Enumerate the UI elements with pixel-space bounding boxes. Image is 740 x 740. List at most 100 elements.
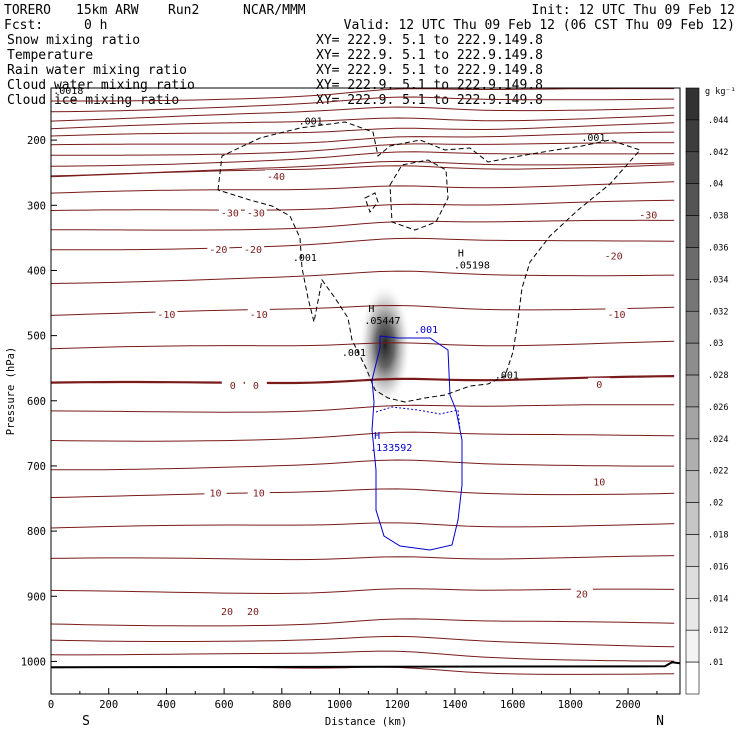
temp-label-bg: [265, 169, 288, 181]
x-tick-label-1: 200: [99, 699, 118, 711]
temp-contour-label-2: -30: [247, 208, 265, 219]
snow-contour-inner: [389, 159, 449, 231]
colorbar-level-8: .028: [708, 371, 728, 381]
colorbar-level-16: .012: [708, 626, 728, 636]
colorbar-level-5: .034: [708, 275, 728, 285]
isotherm: [51, 199, 675, 211]
isotherm: [51, 340, 675, 350]
cloud-water-contour: [371, 335, 463, 551]
x-axis-title: Distance (km): [325, 716, 407, 728]
x-tick-label-2: 400: [157, 699, 176, 711]
temp-contour-label-15: 10: [593, 478, 605, 489]
isotherm: [51, 131, 675, 146]
colorbar-bin: [685, 342, 700, 376]
isotherm: [51, 270, 675, 284]
colorbar-level-11: .022: [708, 467, 728, 477]
field-name-temperature: Temperature: [7, 48, 93, 63]
isotherm: [51, 114, 675, 130]
field-xy-rain: XY= 222.9. 5.1 to 222.9.149.8: [316, 63, 543, 78]
colorbar-level-0: .044: [708, 116, 728, 126]
colorbar-bin: [685, 566, 700, 599]
extremum-mark-1: H: [368, 304, 374, 315]
isotherm: [51, 588, 675, 595]
isotherm: [51, 106, 675, 122]
rain-contour: [375, 406, 461, 431]
colorbar-bin: [685, 502, 700, 535]
colorbar-level-2: .04: [708, 180, 723, 190]
temp-contour-label-0: -40: [267, 172, 285, 183]
colorbar-bin: [685, 119, 700, 153]
temp-label-bg: [605, 308, 628, 320]
snow-contour-label-1: .001: [581, 133, 605, 144]
y-axis-title: Pressure (hPa): [5, 347, 17, 436]
temp-contour-label-3: -30: [639, 210, 657, 221]
temp-label-bg: [204, 486, 227, 498]
colorbar-bin: [685, 534, 700, 567]
snow-contour-small: [364, 192, 379, 214]
temp-label-bg: [637, 208, 660, 220]
isotherm: [51, 151, 675, 167]
x-tick-label-0: 0: [48, 699, 54, 711]
temp-contour-label-11: 0: [253, 381, 259, 392]
temp-contour-label-8: -10: [250, 310, 268, 321]
x-axis: 0 200 400 600 800 1000 1200 1400 1600 1800 2000: [48, 688, 658, 711]
extremum-mark-2: H: [374, 431, 380, 442]
x-tick-label-8: 1600: [500, 699, 525, 711]
isotherm: [51, 237, 675, 251]
endpoint-right: N: [656, 714, 664, 729]
temp-label-bg: [218, 206, 241, 218]
x-tick-label-4: 800: [272, 699, 291, 711]
isotherm: [51, 555, 675, 561]
temp-contour-label-12: 0: [596, 380, 602, 391]
field-xy-cloud-water: XY= 222.9. 5.1 to 222.9.149.8: [316, 78, 543, 93]
x-tick-label-7: 1400: [442, 699, 467, 711]
temp-label-bg: [207, 242, 230, 254]
y-tick-label-8: 1000: [21, 656, 46, 668]
temp-contour-label-1: -30: [221, 208, 239, 219]
init-time: Init: 12 UTC Thu 09 Feb 12: [532, 3, 736, 18]
isotherm: [51, 160, 675, 177]
fcst-label: Fcst:: [4, 18, 43, 33]
x-tick-label-10: 2000: [615, 699, 640, 711]
field-legend: Snow mixing ratio Temperature Rain water…: [7, 33, 543, 108]
x-tick-label-5: 1000: [327, 699, 352, 711]
temp-label-bg: [241, 605, 264, 617]
endpoint-left: S: [82, 714, 90, 729]
temp-contour-label-10: 0: [230, 381, 236, 392]
temp-contour-label-17: 20: [247, 607, 259, 618]
colorbar-level-9: .026: [708, 403, 728, 413]
isotherm: [51, 650, 675, 662]
colorbar-bin: [685, 598, 700, 631]
field-name-rain: Rain water mixing ratio: [7, 63, 187, 78]
snow-contour-label-4: .001: [495, 371, 519, 382]
field-xy-snow: XY= 222.9. 5.1 to 222.9.149.8: [316, 33, 543, 48]
temp-label-bg: [241, 242, 264, 254]
temp-contour-label-16: 20: [221, 607, 233, 618]
y-tick-label-7: 900: [27, 591, 46, 603]
y-tick-label-0: 200: [27, 135, 46, 147]
org-label: NCAR/MMM: [243, 3, 306, 18]
temp-contour-label-18: 20: [576, 590, 588, 601]
valid-time: Valid: 12 UTC Thu 09 Feb 12 (06 CST Thu …: [344, 18, 735, 33]
isotherm: [51, 459, 675, 471]
y-tick-label-6: 800: [27, 526, 46, 538]
y-tick-label-2: 400: [27, 265, 46, 277]
isotherm: [51, 635, 675, 648]
y-tick-label-5: 700: [27, 461, 46, 473]
isotherm: [51, 122, 675, 137]
isotherm-0: [51, 375, 675, 385]
model-name: TORERO: [4, 3, 51, 18]
colorbar-level-10: .024: [708, 435, 728, 445]
colorbar-bin: [685, 310, 700, 344]
temp-label-bg: [244, 379, 267, 391]
extremum-value-2: .133592: [370, 443, 412, 454]
extremum-value-0: .05198: [454, 261, 490, 272]
isotherm: [51, 181, 675, 194]
colorbar-level-13: .018: [708, 531, 728, 541]
colorbar-bin: [685, 629, 700, 663]
plot-area: [51, 88, 680, 675]
colorbar-level-3: .038: [708, 212, 728, 222]
cloud-water-contour-label-0: .001: [414, 325, 438, 336]
colorbar-bin: [685, 183, 700, 216]
colorbar-bin: [685, 374, 700, 408]
